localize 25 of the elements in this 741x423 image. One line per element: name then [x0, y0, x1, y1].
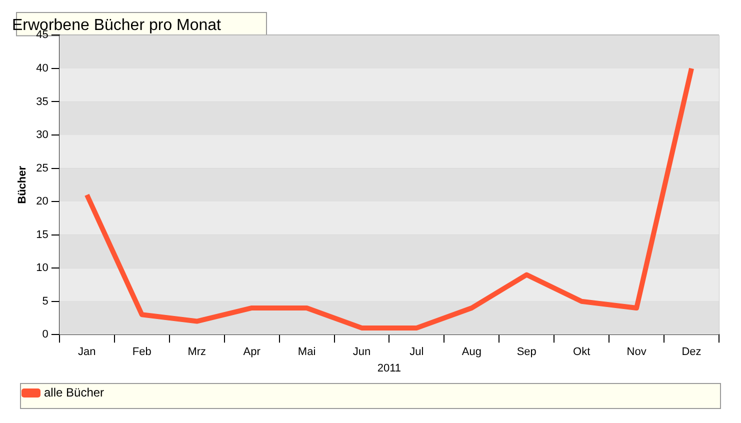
y-tick-label: 45 — [36, 29, 48, 42]
y-tick-label: 10 — [36, 262, 48, 274]
x-tick-label: Sep — [516, 346, 536, 358]
x-tick-label: Feb — [132, 346, 152, 358]
y-tick-label: 15 — [36, 228, 48, 241]
y-axis-title: Bücher — [16, 165, 29, 204]
x-tick-label: Aug — [462, 346, 482, 358]
x-tick-label: Mai — [298, 346, 316, 358]
x-tick-label: Mrz — [188, 346, 206, 358]
legend-label: alle Bücher — [44, 385, 104, 400]
y-tick-label: 5 — [42, 295, 48, 308]
y-tick-label: 35 — [36, 96, 48, 108]
y-tick-label: 0 — [42, 328, 48, 341]
x-axis-title: 2011 — [377, 362, 402, 374]
y-tick-label: 30 — [36, 129, 48, 142]
x-tick-label: Nov — [626, 346, 647, 358]
x-tick-label: Apr — [243, 346, 261, 358]
x-tick-label: Okt — [573, 346, 590, 358]
y-tick-label: 20 — [36, 196, 48, 208]
x-tick-label: Jun — [352, 346, 371, 358]
y-tick-label: 40 — [36, 62, 48, 74]
x-tick-label: Dez — [682, 346, 702, 358]
x-tick-label: Jan — [78, 346, 96, 358]
x-tick-label: Jul — [410, 346, 424, 358]
y-tick-label: 25 — [36, 162, 48, 174]
